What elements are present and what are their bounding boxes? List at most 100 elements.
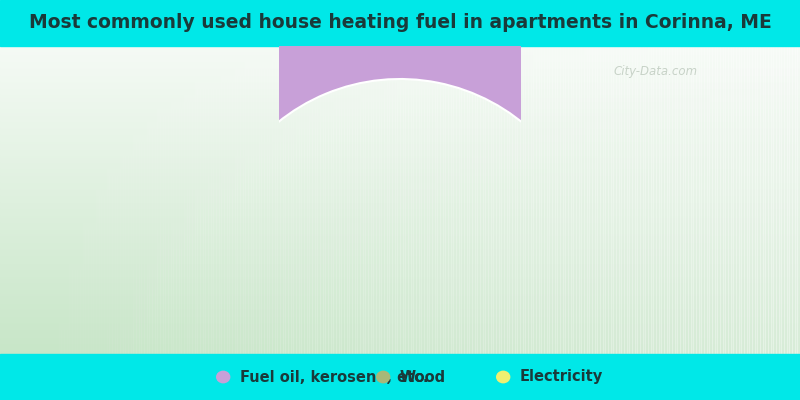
Bar bbox=[242, 46, 246, 354]
Bar bbox=[306, 46, 310, 354]
Bar bbox=[0, 207, 800, 208]
Bar bbox=[0, 283, 800, 284]
Bar bbox=[198, 46, 200, 354]
Bar bbox=[470, 46, 472, 354]
Bar bbox=[0, 230, 800, 231]
Bar bbox=[150, 46, 152, 354]
Bar bbox=[264, 46, 266, 354]
Bar bbox=[0, 53, 800, 54]
Bar bbox=[0, 125, 800, 126]
Bar bbox=[0, 239, 800, 240]
Bar bbox=[642, 46, 646, 354]
Bar bbox=[0, 327, 800, 328]
Bar bbox=[0, 301, 800, 302]
Bar bbox=[568, 46, 570, 354]
Bar bbox=[0, 90, 800, 91]
Bar bbox=[798, 46, 800, 354]
Bar bbox=[0, 93, 800, 94]
Bar bbox=[472, 46, 474, 354]
Bar bbox=[122, 46, 126, 354]
Bar bbox=[254, 46, 256, 354]
Bar bbox=[0, 193, 800, 194]
Bar bbox=[0, 353, 800, 354]
Bar bbox=[224, 46, 226, 354]
Bar bbox=[0, 169, 800, 170]
Bar bbox=[602, 46, 606, 354]
Bar bbox=[0, 285, 800, 286]
Bar bbox=[376, 46, 378, 354]
Bar bbox=[486, 46, 488, 354]
Bar bbox=[314, 46, 318, 354]
Bar bbox=[552, 46, 554, 354]
Bar bbox=[94, 46, 96, 354]
Bar bbox=[696, 46, 698, 354]
Bar bbox=[22, 46, 24, 354]
Bar bbox=[576, 46, 578, 354]
Bar bbox=[0, 246, 800, 247]
Bar bbox=[744, 46, 746, 354]
Bar bbox=[0, 345, 800, 346]
Bar bbox=[592, 46, 594, 354]
Bar bbox=[624, 46, 626, 354]
Bar bbox=[0, 330, 800, 332]
Bar bbox=[0, 119, 800, 120]
Bar bbox=[792, 46, 794, 354]
Bar bbox=[64, 46, 66, 354]
Bar bbox=[0, 278, 800, 279]
Bar bbox=[0, 70, 800, 71]
Bar bbox=[0, 156, 800, 157]
Bar bbox=[0, 50, 800, 51]
Text: Electricity: Electricity bbox=[520, 370, 603, 384]
Bar bbox=[750, 46, 752, 354]
Bar bbox=[0, 144, 800, 146]
Bar bbox=[0, 196, 800, 197]
Bar bbox=[178, 46, 182, 354]
Bar bbox=[0, 82, 800, 83]
Bar bbox=[194, 46, 198, 354]
Bar bbox=[72, 46, 74, 354]
Bar bbox=[18, 46, 22, 354]
Bar bbox=[0, 303, 800, 304]
Bar bbox=[0, 46, 800, 47]
Bar bbox=[606, 46, 608, 354]
Bar bbox=[688, 46, 690, 354]
Bar bbox=[0, 289, 800, 290]
Bar bbox=[0, 192, 800, 193]
Bar bbox=[402, 46, 406, 354]
Bar bbox=[768, 46, 770, 354]
Bar bbox=[0, 120, 800, 121]
Bar bbox=[648, 46, 650, 354]
Bar bbox=[0, 129, 800, 130]
Bar bbox=[0, 210, 800, 211]
Bar bbox=[0, 54, 800, 55]
Bar bbox=[784, 46, 786, 354]
Bar bbox=[712, 46, 714, 354]
Bar bbox=[0, 110, 800, 111]
Bar bbox=[0, 229, 800, 230]
Bar bbox=[0, 284, 800, 285]
Bar bbox=[186, 46, 190, 354]
Bar bbox=[0, 0, 800, 46]
Bar bbox=[490, 46, 494, 354]
Bar bbox=[742, 46, 744, 354]
Bar bbox=[102, 46, 104, 354]
Bar bbox=[0, 310, 800, 311]
Bar bbox=[88, 46, 90, 354]
Bar bbox=[672, 46, 674, 354]
Bar bbox=[0, 292, 800, 294]
Bar bbox=[632, 46, 634, 354]
Bar bbox=[158, 46, 160, 354]
Bar bbox=[0, 336, 800, 338]
Bar bbox=[240, 46, 242, 354]
Bar bbox=[222, 46, 224, 354]
Bar bbox=[0, 267, 800, 268]
Bar bbox=[106, 46, 110, 354]
Bar bbox=[0, 354, 800, 400]
Bar bbox=[0, 74, 800, 75]
Bar bbox=[0, 164, 800, 165]
Bar bbox=[0, 240, 800, 241]
Bar bbox=[0, 343, 800, 344]
Bar bbox=[310, 46, 312, 354]
Bar bbox=[66, 46, 70, 354]
Bar bbox=[128, 46, 130, 354]
